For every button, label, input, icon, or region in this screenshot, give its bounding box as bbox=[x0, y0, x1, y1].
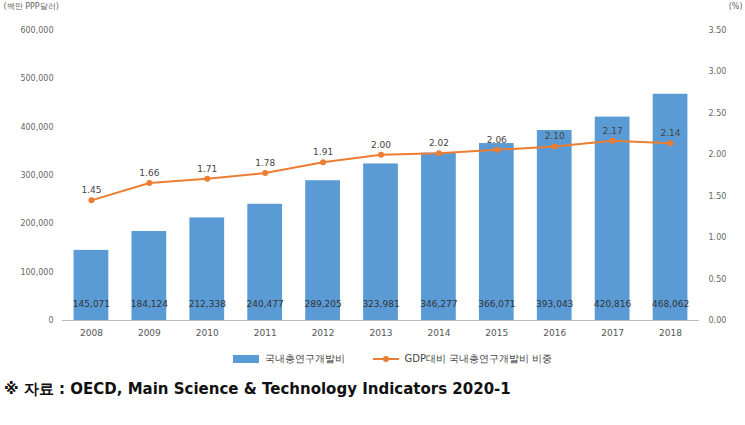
svg-text:2.14: 2.14 bbox=[661, 128, 681, 138]
svg-text:1.78: 1.78 bbox=[255, 158, 275, 168]
svg-text:1.71: 1.71 bbox=[197, 164, 217, 174]
svg-text:1.91: 1.91 bbox=[313, 147, 333, 157]
svg-text:212,338: 212,338 bbox=[189, 299, 226, 309]
svg-text:100,000: 100,000 bbox=[20, 268, 53, 277]
svg-text:2.00: 2.00 bbox=[709, 150, 727, 159]
svg-text:0.00: 0.00 bbox=[709, 316, 727, 325]
svg-text:2017: 2017 bbox=[601, 328, 624, 338]
svg-text:3.50: 3.50 bbox=[709, 26, 727, 35]
svg-text:2011: 2011 bbox=[254, 328, 277, 338]
svg-text:2.00: 2.00 bbox=[371, 140, 391, 150]
svg-text:(백만 PPP달러): (백만 PPP달러) bbox=[4, 2, 59, 11]
svg-text:184,124: 184,124 bbox=[131, 299, 168, 309]
svg-text:600,000: 600,000 bbox=[20, 26, 53, 35]
svg-text:2.17: 2.17 bbox=[603, 126, 623, 136]
svg-text:2008: 2008 bbox=[80, 328, 103, 338]
svg-text:2015: 2015 bbox=[485, 328, 508, 338]
svg-text:240,477: 240,477 bbox=[247, 299, 284, 309]
svg-text:2.02: 2.02 bbox=[429, 138, 449, 148]
svg-text:145,071: 145,071 bbox=[73, 299, 110, 309]
svg-text:420,816: 420,816 bbox=[594, 299, 631, 309]
svg-text:2012: 2012 bbox=[312, 328, 335, 338]
svg-text:1.66: 1.66 bbox=[139, 168, 159, 178]
svg-text:1.00: 1.00 bbox=[709, 233, 727, 242]
svg-text:(%): (%) bbox=[729, 2, 743, 11]
svg-text:2.50: 2.50 bbox=[709, 109, 727, 118]
svg-text:2014: 2014 bbox=[427, 328, 450, 338]
svg-text:393,043: 393,043 bbox=[536, 299, 573, 309]
html-text:국내총연구개발비: 국내총연구개발비 bbox=[264, 353, 345, 364]
svg-text:2018: 2018 bbox=[659, 328, 682, 338]
svg-text:289,205: 289,205 bbox=[304, 299, 341, 309]
svg-text:2010: 2010 bbox=[196, 328, 219, 338]
svg-text:3.00: 3.00 bbox=[709, 67, 727, 76]
svg-text:323,981: 323,981 bbox=[362, 299, 399, 309]
svg-text:400,000: 400,000 bbox=[20, 123, 53, 132]
svg-text:2009: 2009 bbox=[138, 328, 161, 338]
svg-text:1.45: 1.45 bbox=[81, 185, 101, 195]
svg-text:366,071: 366,071 bbox=[478, 299, 515, 309]
svg-text:2.10: 2.10 bbox=[545, 131, 565, 141]
svg-text:200,000: 200,000 bbox=[20, 219, 53, 228]
html-text:GDP대비 국내총연구개발비 비중: GDP대비 국내총연구개발비 비중 bbox=[404, 353, 553, 364]
svg-text:300,000: 300,000 bbox=[20, 171, 53, 180]
svg-text:0: 0 bbox=[48, 316, 53, 325]
svg-text:468,062: 468,062 bbox=[652, 299, 689, 309]
svg-text:2013: 2013 bbox=[370, 328, 393, 338]
svg-text:0.50: 0.50 bbox=[709, 275, 727, 284]
svg-text:346,277: 346,277 bbox=[420, 299, 457, 309]
svg-text:1.50: 1.50 bbox=[709, 192, 727, 201]
svg-text:500,000: 500,000 bbox=[20, 74, 53, 83]
svg-text:2.06: 2.06 bbox=[487, 135, 507, 145]
svg-text:2016: 2016 bbox=[543, 328, 566, 338]
html-text:※ 자료 : OECD, Main Science & Te: ※ 자료 : OECD, Main Science & Technology I… bbox=[4, 380, 511, 398]
